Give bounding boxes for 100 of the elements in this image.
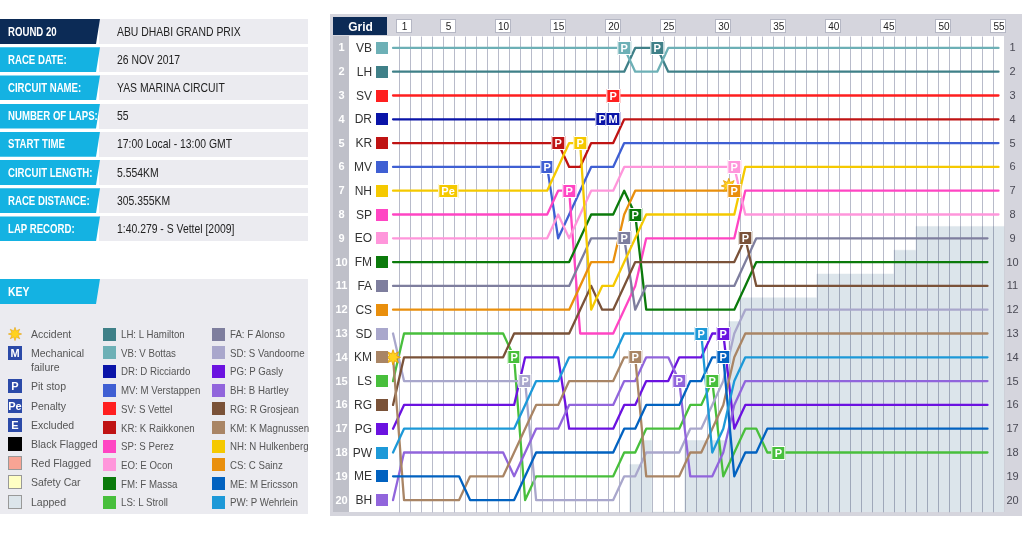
text: 1:40.279 - S Vettel [2009] <box>117 220 235 237</box>
legend-label: Accident <box>31 327 73 341</box>
annotation: FA <box>357 277 373 294</box>
annotation: KR <box>355 135 373 152</box>
y2-tick-label: 15 <box>1006 374 1019 387</box>
annotation: MV <box>354 158 373 175</box>
y-tick-label: 20 <box>335 493 348 506</box>
annotation: P <box>716 350 730 365</box>
annotation: P <box>716 326 730 341</box>
annotation: P <box>518 374 532 389</box>
y2-tick-label: 20 <box>1006 493 1019 506</box>
annotation: P <box>617 40 631 55</box>
y-tick-label: 6 <box>338 160 345 173</box>
y2-tick-label: 7 <box>1009 184 1016 197</box>
legend-label: BH: B Hartley <box>230 383 289 399</box>
text: RACE DISTANCE: <box>8 192 90 209</box>
y-tick-label: 8 <box>338 208 345 220</box>
text: ABU DHABI GRAND PRIX <box>117 23 241 40</box>
line-series <box>391 141 1000 240</box>
y-tick-label: 11 <box>335 279 348 292</box>
letter-badge-icon: M <box>8 346 22 361</box>
annotation: ME <box>354 468 373 485</box>
y2-tick-label: 3 <box>1009 89 1016 101</box>
y2-tick-label: 8 <box>1009 208 1016 220</box>
annotation: P <box>507 350 521 365</box>
annotation: P <box>694 326 708 341</box>
text: 26 NOV 2017 <box>117 51 181 68</box>
annotation: P <box>573 136 587 151</box>
text: RACE DATE: <box>8 51 67 68</box>
y-tick-label: 19 <box>335 469 348 482</box>
legend-label: DR: D Ricciardo <box>121 364 191 380</box>
legend-label: FA: F Alonso <box>230 327 285 342</box>
annotation: Pe <box>438 183 458 198</box>
annotation: P <box>771 445 785 460</box>
annotation: EO <box>354 230 373 247</box>
text: LAP RECORD: <box>8 220 75 237</box>
y-tick-label: 4 <box>338 112 346 125</box>
legend-label: RG: R Grosjean <box>230 401 299 417</box>
text: Mechanical failure <box>31 346 86 375</box>
text: 17:00 Local - 13:00 GMT <box>117 136 233 153</box>
y-tick-label: 15 <box>335 374 348 387</box>
legend-label: PW: P Wehrlein <box>230 495 298 511</box>
y2-tick-label: 5 <box>1009 136 1016 149</box>
text: 305.355KM <box>117 192 171 209</box>
annotation: NH <box>354 182 373 199</box>
annotation: M <box>605 112 621 127</box>
annotation: P <box>727 159 741 174</box>
text: Red Flagged <box>31 456 93 471</box>
y2-tick-label: 19 <box>1006 469 1019 482</box>
annotation: RG <box>354 396 373 413</box>
legend-label: PG: P Gasly <box>230 364 284 380</box>
legend-label: KR: K Raikkonen <box>121 420 195 436</box>
text: ROUND 20 <box>8 23 57 40</box>
annotation: FM <box>354 254 373 271</box>
annotation: VB <box>356 39 373 56</box>
annotation: P <box>650 40 664 55</box>
x-tick-label: 1 <box>401 20 408 32</box>
legend-label: MV: M Verstappen <box>121 383 201 399</box>
y-tick-label: 18 <box>335 446 348 458</box>
y2-tick-label: 4 <box>1009 112 1016 125</box>
y-tick-label: 9 <box>338 231 345 244</box>
y2-tick-label: 9 <box>1009 231 1016 244</box>
x-tick-label: 5 <box>445 20 452 32</box>
y-axis-title: Grid <box>348 19 373 34</box>
y2-tick-label: 10 <box>1006 255 1019 268</box>
legend-title: KEY <box>8 283 30 300</box>
line-series <box>391 189 989 311</box>
y-tick-label: 12 <box>335 303 348 316</box>
y-tick-label: 7 <box>338 184 345 197</box>
annotation: P <box>628 207 642 222</box>
annotation: P <box>705 374 719 389</box>
annotation: BH <box>355 492 373 509</box>
annotation: P <box>672 374 686 389</box>
y-tick-label: 10 <box>335 255 348 268</box>
annotation: PG <box>354 420 373 437</box>
annotation: PW <box>352 444 373 461</box>
y-tick-label: 13 <box>335 327 348 339</box>
y2-tick-label: 16 <box>1006 398 1019 411</box>
y-tick-label: 5 <box>338 136 345 149</box>
annotation: P <box>540 159 554 174</box>
y-tick-label: 3 <box>338 89 345 101</box>
letter-badge-icon: P <box>8 379 22 394</box>
y2-tick-label: 2 <box>1009 65 1016 78</box>
annotation: CS <box>355 301 373 318</box>
point <box>385 349 402 366</box>
annotation: P <box>617 231 631 246</box>
legend-label: LS: L Stroll <box>121 495 168 511</box>
legend-label: VB: V Bottas <box>121 345 176 361</box>
y-tick-label: 16 <box>335 398 348 411</box>
text: CIRCUIT NAME: <box>8 79 82 96</box>
text: Excluded <box>31 417 76 432</box>
y2-tick-label: 13 <box>1006 327 1019 339</box>
text: CIRCUIT LENGTH: <box>8 164 93 181</box>
y2-tick-label: 18 <box>1006 446 1019 458</box>
y2-tick-label: 11 <box>1006 279 1019 292</box>
legend-label: KM: K Magnussen <box>230 420 310 436</box>
y2-tick-label: 17 <box>1006 422 1019 435</box>
legend-label: LH: L Hamilton <box>121 327 185 342</box>
y-tick-label: 14 <box>335 350 349 363</box>
y2-tick-label: 1 <box>1009 41 1016 54</box>
